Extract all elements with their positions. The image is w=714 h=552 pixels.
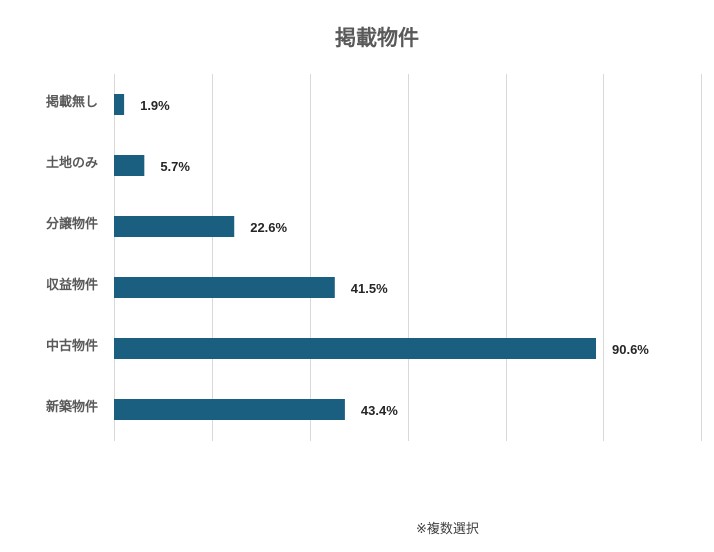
data-label-2: 22.6% — [250, 220, 287, 235]
labels: 掲載無し 1.9% 土地のみ 5.7% 分譲物件 22.6% 収益物件 41.5% 中古物件 90… — [46, 94, 649, 418]
category-label-4: 中古物件 — [46, 338, 98, 354]
bar-2 — [114, 216, 235, 237]
gridlines — [114, 74, 702, 441]
bar-3 — [114, 277, 335, 298]
bar-0 — [114, 94, 125, 115]
chart-title: 掲載物件 — [335, 26, 419, 50]
data-label-4: 90.6% — [612, 342, 649, 357]
data-label-0: 1.9% — [140, 98, 170, 113]
data-label-5: 43.4% — [361, 403, 398, 418]
bar-4 — [114, 338, 596, 359]
data-label-1: 5.7% — [160, 159, 190, 174]
bar-5 — [114, 399, 345, 420]
category-label-2: 分譲物件 — [46, 216, 98, 232]
category-label-0: 掲載無し — [46, 94, 98, 110]
category-label-1: 土地のみ — [46, 155, 98, 171]
data-label-3: 41.5% — [351, 281, 388, 296]
category-label-5: 新築物件 — [46, 399, 98, 415]
bar-1 — [114, 155, 145, 176]
bars — [114, 94, 596, 420]
footnote: ※複数選択 — [416, 522, 479, 537]
category-label-3: 収益物件 — [46, 277, 98, 293]
